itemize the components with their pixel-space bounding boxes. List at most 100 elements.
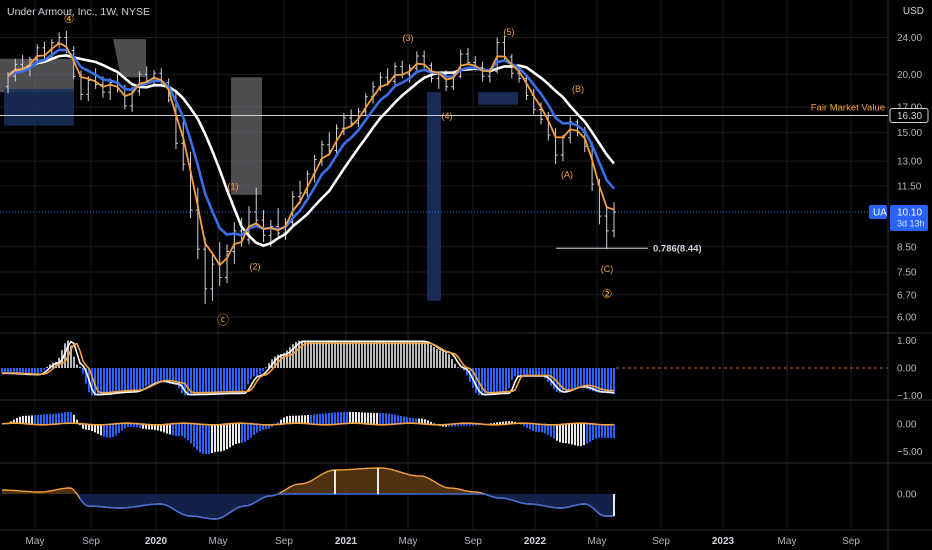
histogram-bar [547,424,549,435]
histogram-bar [571,368,573,390]
last-price-countdown: 3d 13h [897,219,925,229]
histogram-bar [502,368,504,395]
histogram-bar [493,422,495,424]
histogram-bar [160,368,162,382]
histogram-bar [238,424,240,444]
osc3-tick-label: 0.00 [897,490,917,501]
histogram-bar [361,340,363,368]
histogram-bar [166,368,168,383]
histogram-bar [103,368,105,395]
histogram-bar [208,424,210,454]
histogram-bar [190,424,192,444]
histogram-bar [148,424,150,430]
histogram-bar [223,424,225,451]
histogram-bar [241,424,243,444]
histogram-bar [520,424,522,425]
histogram-bar [511,421,513,424]
histogram-bar [391,340,393,368]
histogram-bar [568,368,570,391]
last-price-badge [890,205,928,232]
histogram-bar [301,415,303,424]
histogram-bar [253,368,255,377]
histogram-bar [226,368,228,395]
histogram-bar [226,424,228,450]
histogram-bar [403,416,405,424]
histogram-bar [313,414,315,424]
time-tick-label: Sep [82,536,100,547]
histogram-bar [247,368,249,385]
histogram-bar [463,424,465,426]
histogram-bar [613,424,615,439]
histogram-bar [73,414,75,424]
histogram-bar [409,340,411,368]
histogram-bar [391,414,393,424]
histogram-bar [37,414,39,424]
histogram-bar [298,340,300,368]
price-tick-label: 8.50 [897,242,917,253]
histogram-bar [334,412,336,424]
fib-level-label: 0.786(8.44) [653,244,702,255]
histogram-bar [583,368,585,388]
histogram-bar [67,411,69,424]
wave-label: (B) [572,84,584,94]
histogram-bar [409,417,411,424]
histogram-bar [145,424,147,430]
histogram-bar [280,354,282,368]
histogram-bar [511,368,513,380]
histogram-bar [517,368,519,377]
histogram-bar [352,411,354,424]
price-tick-label: 13.00 [897,157,922,168]
histogram-bar [352,340,354,368]
histogram-bar [187,424,189,441]
histogram-bar [199,368,201,396]
histogram-bar [232,368,234,395]
symbol-title[interactable]: Under Armour, Inc., 1W, NYSE [7,6,150,18]
histogram-bar [157,424,159,431]
histogram-bar [529,424,531,430]
histogram-bar [337,412,339,424]
histogram-bar [385,340,387,368]
time-axis[interactable]: May Sep 2020 May Sep 2021 May Sep 2022 May Sep 2023… [26,536,861,547]
osc2-tick-label: 0.00 [897,420,917,431]
price-axis[interactable]: 24.0020.0017.0015.0013.0011.508.507.506.… [897,33,922,324]
histogram-bar [163,368,165,383]
histogram-bar [184,424,186,438]
histogram-bar [259,368,261,375]
histogram-bar [124,424,126,429]
histogram-bar [109,368,111,395]
histogram-bar [496,422,498,424]
histogram-bar [598,424,600,438]
histogram-bar [169,424,171,435]
histogram-bar [316,340,318,368]
histogram-bar [550,424,552,437]
histogram-bar [556,424,558,441]
histogram-bar [211,424,213,454]
histogram-bar [424,419,426,424]
histogram-bar [346,411,348,424]
histogram-bar [583,424,585,446]
histogram-bar [235,368,237,395]
histogram-bar [184,368,186,396]
histogram-bar [19,368,21,375]
histogram-bar [229,368,231,395]
histogram-bar [70,345,72,368]
histogram-bar [418,418,420,424]
histogram-bar [121,368,123,394]
wave-labels: ④(1)(2)ⓒ(3)(4)(5)①(B)(A)(C)② [64,12,614,327]
histogram-bar [49,414,51,424]
histogram-bar [52,413,54,424]
histogram-bar [193,368,195,396]
histogram-bar [310,414,312,424]
histogram-bar [127,424,129,428]
histogram-bar [484,368,486,396]
histogram-bar [325,413,327,424]
histogram-bar [397,415,399,424]
histogram-bar [382,413,384,424]
histogram-bar [481,368,483,396]
histogram-bar [133,368,135,393]
histogram-bar [346,340,348,368]
histogram-bar [379,340,381,368]
histogram-bar [538,424,540,433]
histogram-bar [196,368,198,396]
